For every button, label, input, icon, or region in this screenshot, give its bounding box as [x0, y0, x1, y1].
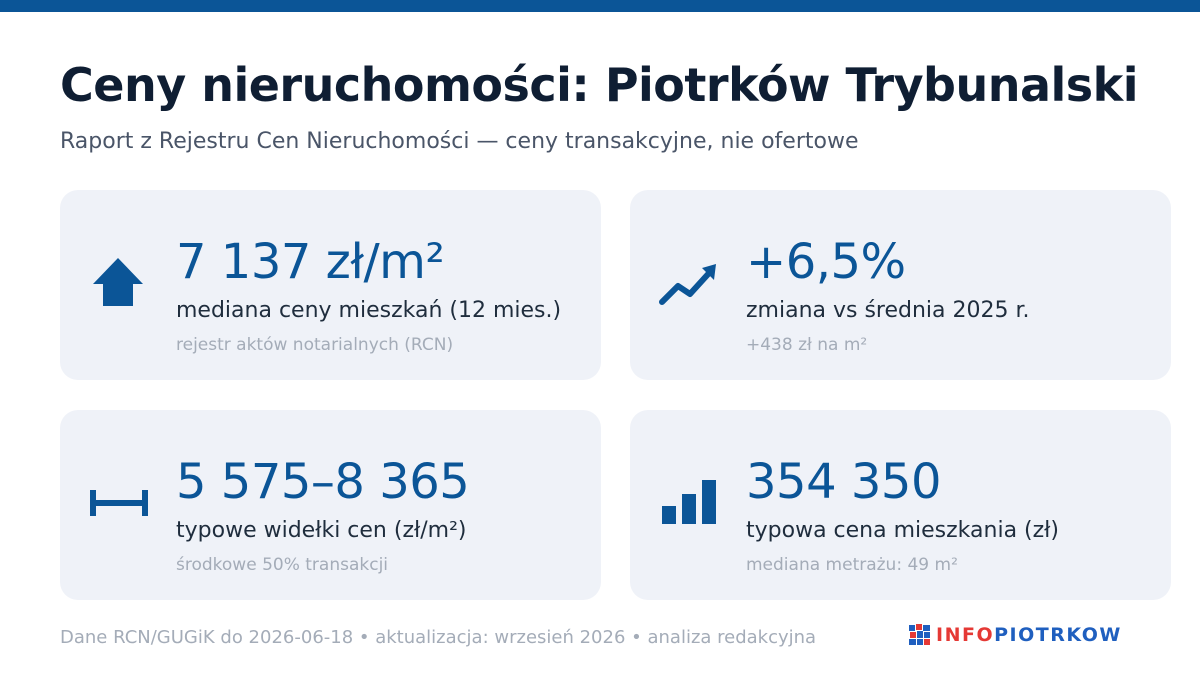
range-icon [88, 488, 150, 518]
stat-value: 354 350 [746, 454, 942, 510]
stat-card-change: +6,5% zmiana vs średnia 2025 r. +438 zł … [630, 190, 1171, 380]
stat-label: typowa cena mieszkania (zł) [746, 518, 1060, 543]
stat-note: środkowe 50% transakcji [176, 555, 389, 575]
stat-value: 7 137 zł/m² [176, 234, 445, 290]
stat-card-median-price: 7 137 zł/m² mediana ceny mieszkań (12 mi… [60, 190, 601, 380]
stat-label: typowe widełki cen (zł/m²) [176, 518, 467, 543]
page-title: Ceny nieruchomości: Piotrków Trybunalski [60, 58, 1139, 112]
top-accent-bar [0, 0, 1200, 12]
stat-card-typical-price: 354 350 typowa cena mieszkania (zł) medi… [630, 410, 1171, 600]
logo-text-city: PIOTRKOW [994, 624, 1122, 646]
stat-note: mediana metrażu: 49 m² [746, 555, 958, 575]
mosaic-logo-icon [908, 623, 932, 647]
trend-up-icon [658, 260, 720, 310]
infopiotrkow-logo[interactable]: INFOPIOTRKOW [908, 621, 1122, 649]
stat-value: +6,5% [746, 234, 906, 290]
page-subtitle: Raport z Rejestru Cen Nieruchomości — ce… [60, 129, 859, 154]
stat-label: mediana ceny mieszkań (12 mies.) [176, 298, 562, 323]
stat-note: +438 zł na m² [746, 335, 868, 355]
bar-chart-icon [660, 478, 718, 526]
source-footer: Dane RCN/GUGiK do 2026-06-18 • aktualiza… [60, 627, 817, 648]
stat-label: zmiana vs średnia 2025 r. [746, 298, 1030, 323]
stat-value: 5 575–8 365 [176, 454, 470, 510]
stat-card-price-range: 5 575–8 365 typowe widełki cen (zł/m²) ś… [60, 410, 601, 600]
logo-text-info: INFO [936, 624, 995, 646]
house-icon [90, 254, 146, 310]
stat-note: rejestr aktów notarialnych (RCN) [176, 335, 454, 355]
